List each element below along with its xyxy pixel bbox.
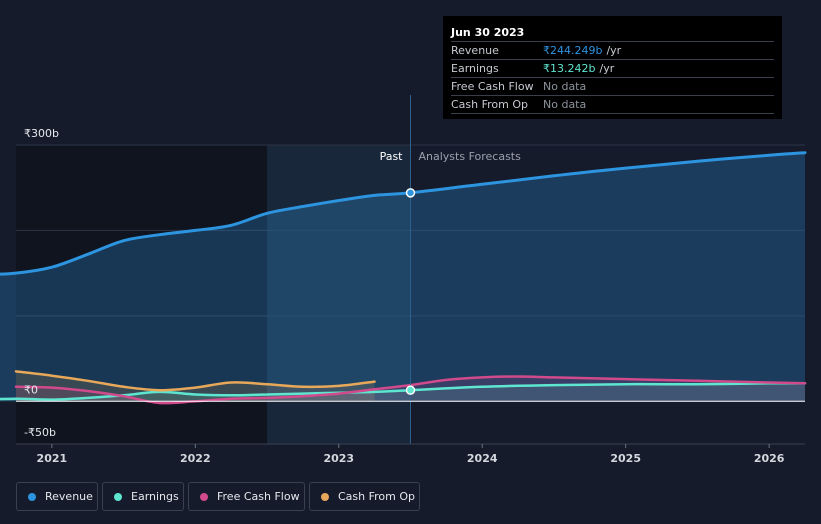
x-tick-label: 2025 (610, 452, 641, 465)
area-earnings (0, 383, 805, 402)
tooltip-row-cfo: Cash From Op No data (451, 95, 774, 114)
line-cfo (14, 370, 376, 392)
y-axis-label: ₹300b (24, 127, 59, 140)
legend-dot-icon (28, 492, 36, 501)
legend-item-cash-from-op[interactable]: Cash From Op (309, 482, 420, 511)
y-axis-label: ₹0 (24, 383, 38, 396)
legend-label: Earnings (131, 490, 179, 503)
legend-item-earnings[interactable]: Earnings (102, 482, 184, 511)
legend-label: Revenue (45, 490, 93, 503)
y-axis-label: -₹50b (24, 426, 56, 439)
area-revenue (0, 152, 805, 402)
forecast-label: Analysts Forecasts (419, 150, 522, 163)
line-revenue (0, 151, 807, 276)
legend-item-revenue[interactable]: Revenue (16, 482, 98, 511)
legend-dot-icon (321, 492, 329, 501)
legend-label: Cash From Op (338, 490, 416, 503)
marker-revenue (405, 188, 416, 198)
legend-item-free-cash-flow[interactable]: Free Cash Flow (188, 482, 305, 511)
tooltip-row-value: No data (543, 98, 587, 111)
line-earnings (0, 382, 807, 401)
tooltip-row-fcf: Free Cash Flow No data (451, 77, 774, 95)
past-label: Past (380, 150, 404, 163)
tooltip-row-earnings: Earnings ₹13.242b /yr (451, 59, 774, 77)
marker-earnings (405, 385, 416, 395)
tooltip-row-value: No data (543, 80, 587, 93)
series-lines (0, 151, 807, 405)
tooltip-row-revenue: Revenue ₹244.249b /yr (451, 41, 774, 59)
x-tick-label: 2024 (467, 452, 498, 465)
tooltip-row-label: Revenue (451, 44, 499, 57)
tooltip-row-value: ₹13.242b (543, 62, 596, 75)
tooltip-row-unit: /yr (606, 44, 622, 57)
legend-dot-icon (114, 492, 122, 501)
line-fcf (14, 375, 807, 405)
x-axis-ticks: 2021 2022 2023 2024 2025 2026 (37, 444, 785, 465)
tooltip-row-unit: /yr (599, 62, 615, 75)
tooltip-row-label: Cash From Op (451, 98, 529, 111)
x-tick-label: 2023 (323, 452, 354, 465)
legend-dot-icon (200, 492, 208, 501)
tooltip-row-label: Earnings (451, 62, 499, 75)
y-axis-labels: ₹300b ₹0 -₹50b (24, 127, 59, 439)
legend-label: Free Cash Flow (217, 490, 300, 503)
point-markers (405, 188, 416, 395)
x-tick-label: 2021 (37, 452, 68, 465)
x-tick-label: 2022 (180, 452, 211, 465)
tooltip-date: Jun 30 2023 (451, 26, 525, 39)
tooltip-row-label: Free Cash Flow (451, 80, 534, 93)
tooltip-row-value: ₹244.249b (543, 44, 603, 57)
x-tick-label: 2026 (754, 452, 785, 465)
tooltip: Jun 30 2023 Revenue ₹244.249b /yr Earnin… (443, 16, 782, 119)
